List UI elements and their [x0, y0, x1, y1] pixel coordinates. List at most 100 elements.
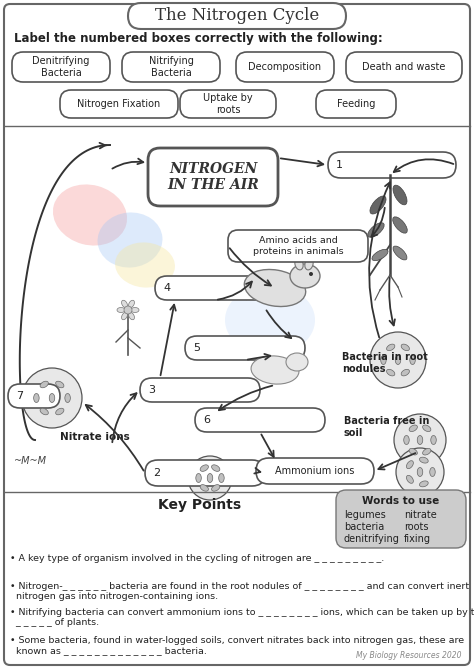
FancyBboxPatch shape	[128, 3, 346, 29]
FancyBboxPatch shape	[180, 90, 276, 118]
FancyBboxPatch shape	[316, 90, 396, 118]
Ellipse shape	[393, 185, 407, 205]
Text: 4: 4	[163, 283, 170, 293]
FancyBboxPatch shape	[4, 4, 470, 665]
Ellipse shape	[128, 312, 135, 320]
Text: Bacteria in root
nodules: Bacteria in root nodules	[342, 352, 428, 373]
Ellipse shape	[251, 356, 299, 384]
Text: 3: 3	[148, 385, 155, 395]
Ellipse shape	[115, 242, 175, 288]
Ellipse shape	[219, 474, 224, 482]
Text: 2: 2	[153, 468, 160, 478]
Ellipse shape	[395, 355, 401, 365]
Ellipse shape	[404, 436, 409, 444]
Circle shape	[396, 448, 444, 496]
Text: Death and waste: Death and waste	[362, 62, 446, 72]
Ellipse shape	[295, 258, 303, 270]
Ellipse shape	[55, 408, 64, 415]
Ellipse shape	[381, 355, 386, 365]
Ellipse shape	[65, 393, 70, 403]
Ellipse shape	[387, 344, 395, 351]
Ellipse shape	[417, 468, 423, 476]
Circle shape	[188, 456, 232, 500]
FancyBboxPatch shape	[122, 52, 220, 82]
Ellipse shape	[409, 448, 418, 455]
FancyBboxPatch shape	[148, 148, 278, 206]
Text: roots: roots	[404, 522, 428, 532]
Circle shape	[394, 414, 446, 466]
Text: Amino acids and
proteins in animals: Amino acids and proteins in animals	[253, 236, 343, 256]
Ellipse shape	[121, 300, 128, 308]
Ellipse shape	[34, 393, 39, 403]
FancyBboxPatch shape	[8, 384, 60, 408]
Text: Nitrate ions: Nitrate ions	[60, 432, 130, 442]
Ellipse shape	[368, 223, 384, 237]
Ellipse shape	[406, 476, 413, 483]
Text: My Biology Resources 2020: My Biology Resources 2020	[356, 651, 462, 660]
Text: Key Points: Key Points	[158, 498, 242, 512]
Ellipse shape	[392, 217, 407, 233]
Text: Nitrogen Fixation: Nitrogen Fixation	[77, 99, 161, 109]
Ellipse shape	[40, 381, 48, 388]
Ellipse shape	[409, 425, 418, 432]
FancyBboxPatch shape	[236, 52, 334, 82]
Ellipse shape	[55, 381, 64, 388]
Text: 5: 5	[193, 343, 200, 353]
Ellipse shape	[419, 457, 428, 463]
Text: Words to use: Words to use	[363, 496, 439, 506]
Ellipse shape	[131, 308, 139, 312]
Ellipse shape	[200, 484, 209, 491]
FancyBboxPatch shape	[336, 490, 466, 548]
Ellipse shape	[410, 355, 415, 365]
Ellipse shape	[128, 300, 135, 308]
Text: denitrifying: denitrifying	[344, 534, 400, 544]
Ellipse shape	[423, 448, 431, 455]
Ellipse shape	[211, 484, 220, 491]
Ellipse shape	[98, 213, 163, 268]
Circle shape	[124, 306, 132, 314]
FancyBboxPatch shape	[140, 378, 260, 402]
Text: • Nitrogen-_ _ _ _ _ _ bacteria are found in the root nodules of _ _ _ _ _ _ _ _: • Nitrogen-_ _ _ _ _ _ bacteria are foun…	[10, 582, 469, 601]
FancyBboxPatch shape	[145, 460, 265, 486]
Ellipse shape	[372, 250, 388, 261]
Ellipse shape	[286, 353, 308, 371]
FancyBboxPatch shape	[60, 90, 178, 118]
Text: • Nitrifying bacteria can convert ammonium ions to _ _ _ _ _ _ _ _ ions, which c: • Nitrifying bacteria can convert ammoni…	[10, 608, 474, 628]
Ellipse shape	[419, 481, 428, 487]
Ellipse shape	[196, 474, 201, 482]
Ellipse shape	[393, 246, 407, 260]
Ellipse shape	[387, 369, 395, 376]
Text: Feeding: Feeding	[337, 99, 375, 109]
Text: Decomposition: Decomposition	[248, 62, 321, 72]
Ellipse shape	[305, 258, 313, 270]
Text: Denitrifying
Bacteria: Denitrifying Bacteria	[32, 56, 90, 78]
FancyBboxPatch shape	[155, 276, 275, 300]
Circle shape	[22, 368, 82, 428]
Ellipse shape	[40, 408, 48, 415]
Text: 1: 1	[336, 160, 343, 170]
Ellipse shape	[207, 474, 213, 482]
Ellipse shape	[423, 425, 431, 432]
Text: bacteria: bacteria	[344, 522, 384, 532]
Ellipse shape	[370, 196, 386, 214]
Ellipse shape	[401, 344, 410, 351]
Ellipse shape	[406, 461, 413, 469]
Text: Label the numbered boxes correctly with the following:: Label the numbered boxes correctly with …	[14, 32, 383, 45]
FancyBboxPatch shape	[228, 230, 368, 262]
Ellipse shape	[211, 465, 220, 472]
Ellipse shape	[401, 369, 410, 376]
FancyBboxPatch shape	[346, 52, 462, 82]
Ellipse shape	[417, 436, 423, 444]
Text: • A key type of organism involved in the cycling of nitrogen are _ _ _ _ _ _ _ _: • A key type of organism involved in the…	[10, 554, 384, 563]
Text: Nitrifying
Bacteria: Nitrifying Bacteria	[148, 56, 193, 78]
FancyBboxPatch shape	[328, 152, 456, 178]
Text: • Some bacteria, found in water-logged soils, convert nitrates back into nitroge: • Some bacteria, found in water-logged s…	[10, 636, 464, 656]
Ellipse shape	[200, 465, 209, 472]
Ellipse shape	[121, 312, 128, 320]
Ellipse shape	[49, 393, 55, 403]
Text: legumes: legumes	[344, 510, 386, 520]
Text: NITROGEN
IN THE AIR: NITROGEN IN THE AIR	[167, 162, 259, 192]
Ellipse shape	[117, 308, 125, 312]
Circle shape	[370, 332, 426, 388]
Ellipse shape	[53, 185, 127, 246]
